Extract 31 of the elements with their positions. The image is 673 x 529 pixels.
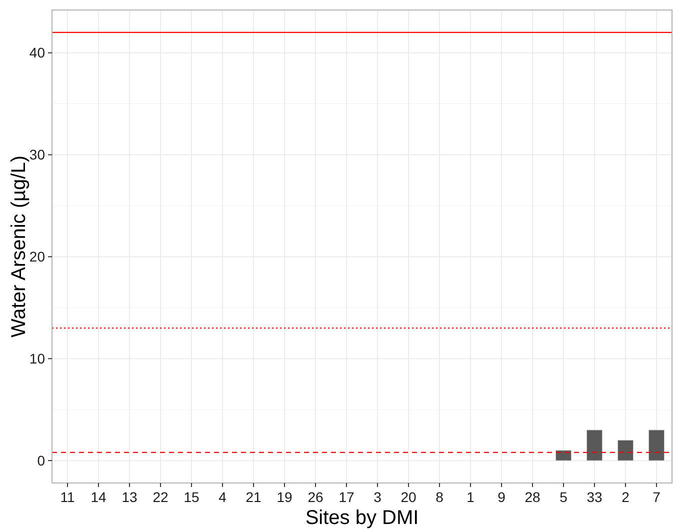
x-tick-label: 13 bbox=[122, 489, 138, 505]
x-axis-title: Sites by DMI bbox=[305, 507, 419, 529]
x-tick-label: 7 bbox=[652, 489, 661, 505]
x-tick-label: 9 bbox=[498, 489, 506, 505]
x-tick-label: 28 bbox=[524, 489, 540, 505]
x-tick-label: 3 bbox=[374, 489, 382, 505]
bar bbox=[618, 440, 634, 461]
bar bbox=[648, 430, 664, 461]
x-tick-label: 17 bbox=[338, 489, 354, 505]
y-tick-label: 0 bbox=[37, 452, 46, 468]
x-tick-label: 15 bbox=[184, 489, 200, 505]
x-tick-label: 4 bbox=[218, 489, 227, 505]
x-tick-label: 21 bbox=[246, 489, 262, 505]
y-axis-title: Water Arsenic (µg/L) bbox=[8, 156, 30, 338]
x-tick-label: 33 bbox=[586, 489, 602, 505]
x-tick-label: 26 bbox=[308, 489, 324, 505]
x-tick-label: 5 bbox=[560, 489, 568, 505]
x-tick-label: 11 bbox=[60, 489, 75, 505]
x-tick-label: 20 bbox=[400, 489, 416, 505]
x-tick-label: 14 bbox=[90, 489, 106, 505]
bar bbox=[556, 450, 572, 461]
x-tick-label: 2 bbox=[622, 489, 630, 505]
y-tick-label: 10 bbox=[29, 350, 46, 367]
x-tick-label: 8 bbox=[436, 489, 444, 505]
y-tick-label: 20 bbox=[29, 248, 46, 265]
y-tick-label: 30 bbox=[29, 146, 46, 163]
y-tick-label: 40 bbox=[29, 44, 46, 61]
x-tick-label: 19 bbox=[276, 489, 292, 505]
x-tick-label: 22 bbox=[152, 489, 168, 505]
bar bbox=[586, 430, 602, 461]
x-tick-label: 1 bbox=[466, 489, 475, 505]
